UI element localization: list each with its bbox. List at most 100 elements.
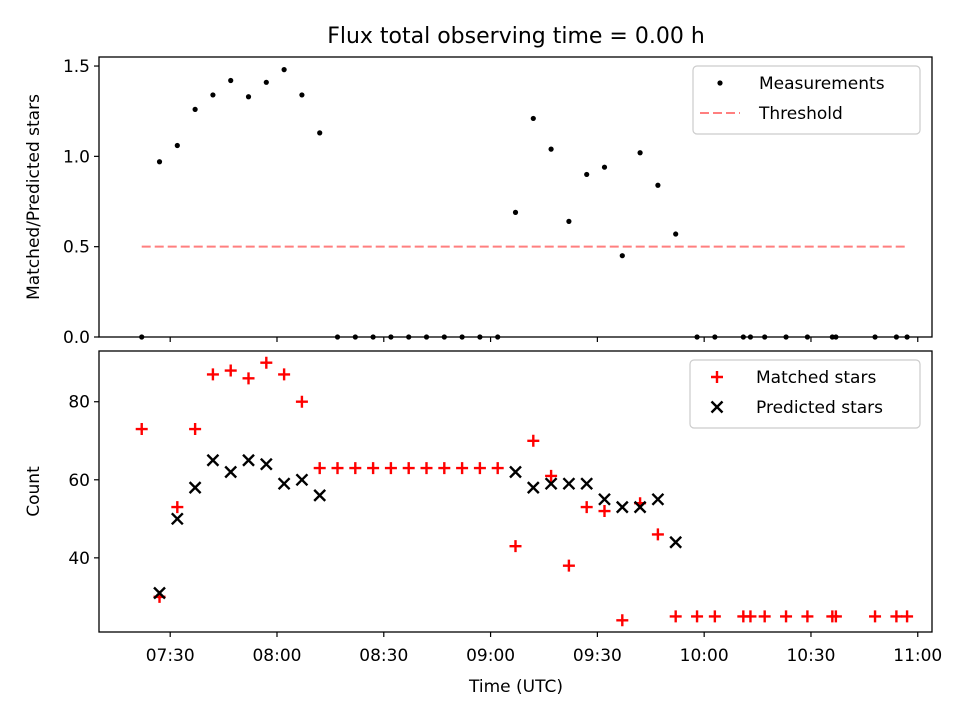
measurement-point — [263, 79, 269, 85]
y-tick-label: 1.0 — [63, 147, 90, 167]
predicted-point — [526, 481, 540, 494]
predicted-point — [313, 489, 327, 502]
x-tick-label: 09:00 — [466, 646, 515, 666]
measurement-point — [210, 92, 216, 98]
plots: 0.0 0.5 1.0 1.5 Matched/Predicted stars Measu… — [24, 56, 942, 666]
matched-point — [171, 501, 184, 514]
matched-point — [869, 610, 882, 623]
predicted-point — [633, 500, 647, 514]
predicted-point — [277, 477, 291, 491]
legend-plus-marker — [711, 371, 723, 383]
x-tick-label: 10:30 — [786, 646, 835, 666]
legend-label: Matched stars — [756, 368, 876, 388]
matched-point — [901, 610, 914, 623]
matched-point — [669, 610, 682, 623]
measurement-point — [192, 106, 198, 112]
matched-point — [801, 610, 814, 623]
measurement-point — [228, 77, 234, 84]
plot-frame — [98, 56, 933, 338]
panel-1: 0.0 0.5 1.0 1.5 Matched/Predicted stars Measu… — [24, 56, 933, 348]
measurement-point — [530, 115, 536, 122]
matched-point — [295, 395, 308, 408]
matched-point — [206, 368, 219, 381]
legend-box — [689, 359, 921, 429]
predicted-point — [295, 473, 309, 487]
legend-label: Threshold — [758, 104, 843, 124]
matched-point — [829, 610, 842, 623]
y-tick-label: 0.0 — [63, 328, 90, 348]
x-tick-label: 08:30 — [359, 646, 408, 666]
measurement-point — [566, 218, 572, 224]
x-tick-label: 10:00 — [680, 646, 729, 666]
y-axis-label: Matched/Predicted stars — [24, 94, 44, 300]
y-tick-label: 40 — [68, 549, 90, 569]
predicted-point — [206, 453, 220, 467]
matched-point — [491, 462, 504, 475]
measurement-point — [317, 130, 323, 136]
matched-point — [224, 364, 237, 377]
matched-point — [402, 462, 415, 475]
matched-point — [135, 423, 148, 436]
matched-point — [420, 462, 433, 475]
predicted-point — [669, 535, 683, 549]
matched-point — [313, 462, 326, 475]
matched-point — [189, 423, 202, 436]
x-tick-label: 07:30 — [146, 646, 195, 666]
predicted-point — [580, 477, 594, 491]
legend-box — [692, 65, 921, 135]
matched-point — [438, 462, 451, 475]
y-tick-label: 80 — [68, 393, 90, 413]
predicted-point — [562, 477, 576, 491]
matched-point — [456, 462, 469, 475]
matched-point — [580, 501, 593, 514]
measurement-point — [637, 150, 643, 156]
matched-point — [651, 528, 664, 541]
predicted-point — [153, 586, 166, 600]
x-tick-label: 08:00 — [252, 646, 301, 666]
predicted-point — [651, 492, 665, 506]
predicted-point — [170, 512, 184, 526]
matched-point — [562, 559, 575, 572]
predicted-point — [615, 500, 629, 514]
x-axis-label: Time (UTC) — [468, 677, 563, 697]
measurement-point — [619, 253, 625, 259]
matched-point — [242, 372, 255, 385]
plot-frame — [98, 350, 933, 633]
legend-dot-marker — [717, 80, 723, 86]
predicted-point — [598, 492, 611, 506]
legend-label: Predicted stars — [756, 398, 883, 418]
measurement-point — [299, 92, 305, 98]
chart-title: Flux total observing time = 0.00 h — [327, 24, 705, 49]
measurement-point — [548, 146, 554, 152]
matched-point — [527, 434, 540, 447]
predicted-point — [242, 453, 255, 467]
matched-point — [691, 610, 704, 623]
measurement-point — [156, 159, 163, 165]
measurement-point — [281, 67, 287, 73]
matched-point — [708, 610, 721, 623]
matched-point — [331, 462, 344, 475]
measurement-point — [655, 182, 661, 188]
predicted-point — [544, 477, 558, 491]
legend-label: Measurements — [759, 74, 885, 94]
matched-point — [758, 610, 771, 623]
y-tick-label: 0.5 — [63, 238, 90, 258]
measurement-point — [512, 209, 519, 215]
predicted-point — [188, 481, 202, 494]
predicted-point — [259, 457, 273, 471]
measurement-point — [584, 171, 590, 178]
matched-point — [367, 462, 380, 475]
legend-x-marker — [710, 400, 724, 414]
matched-point — [509, 540, 522, 553]
matched-point — [278, 368, 291, 381]
matched-point — [744, 610, 757, 623]
measurement-point — [174, 142, 180, 149]
predicted-point — [224, 465, 238, 479]
matched-point — [616, 614, 629, 627]
measurement-point — [245, 94, 252, 100]
x-tick-label: 09:30 — [573, 646, 622, 666]
matched-point — [780, 610, 793, 623]
matched-point — [260, 356, 273, 369]
